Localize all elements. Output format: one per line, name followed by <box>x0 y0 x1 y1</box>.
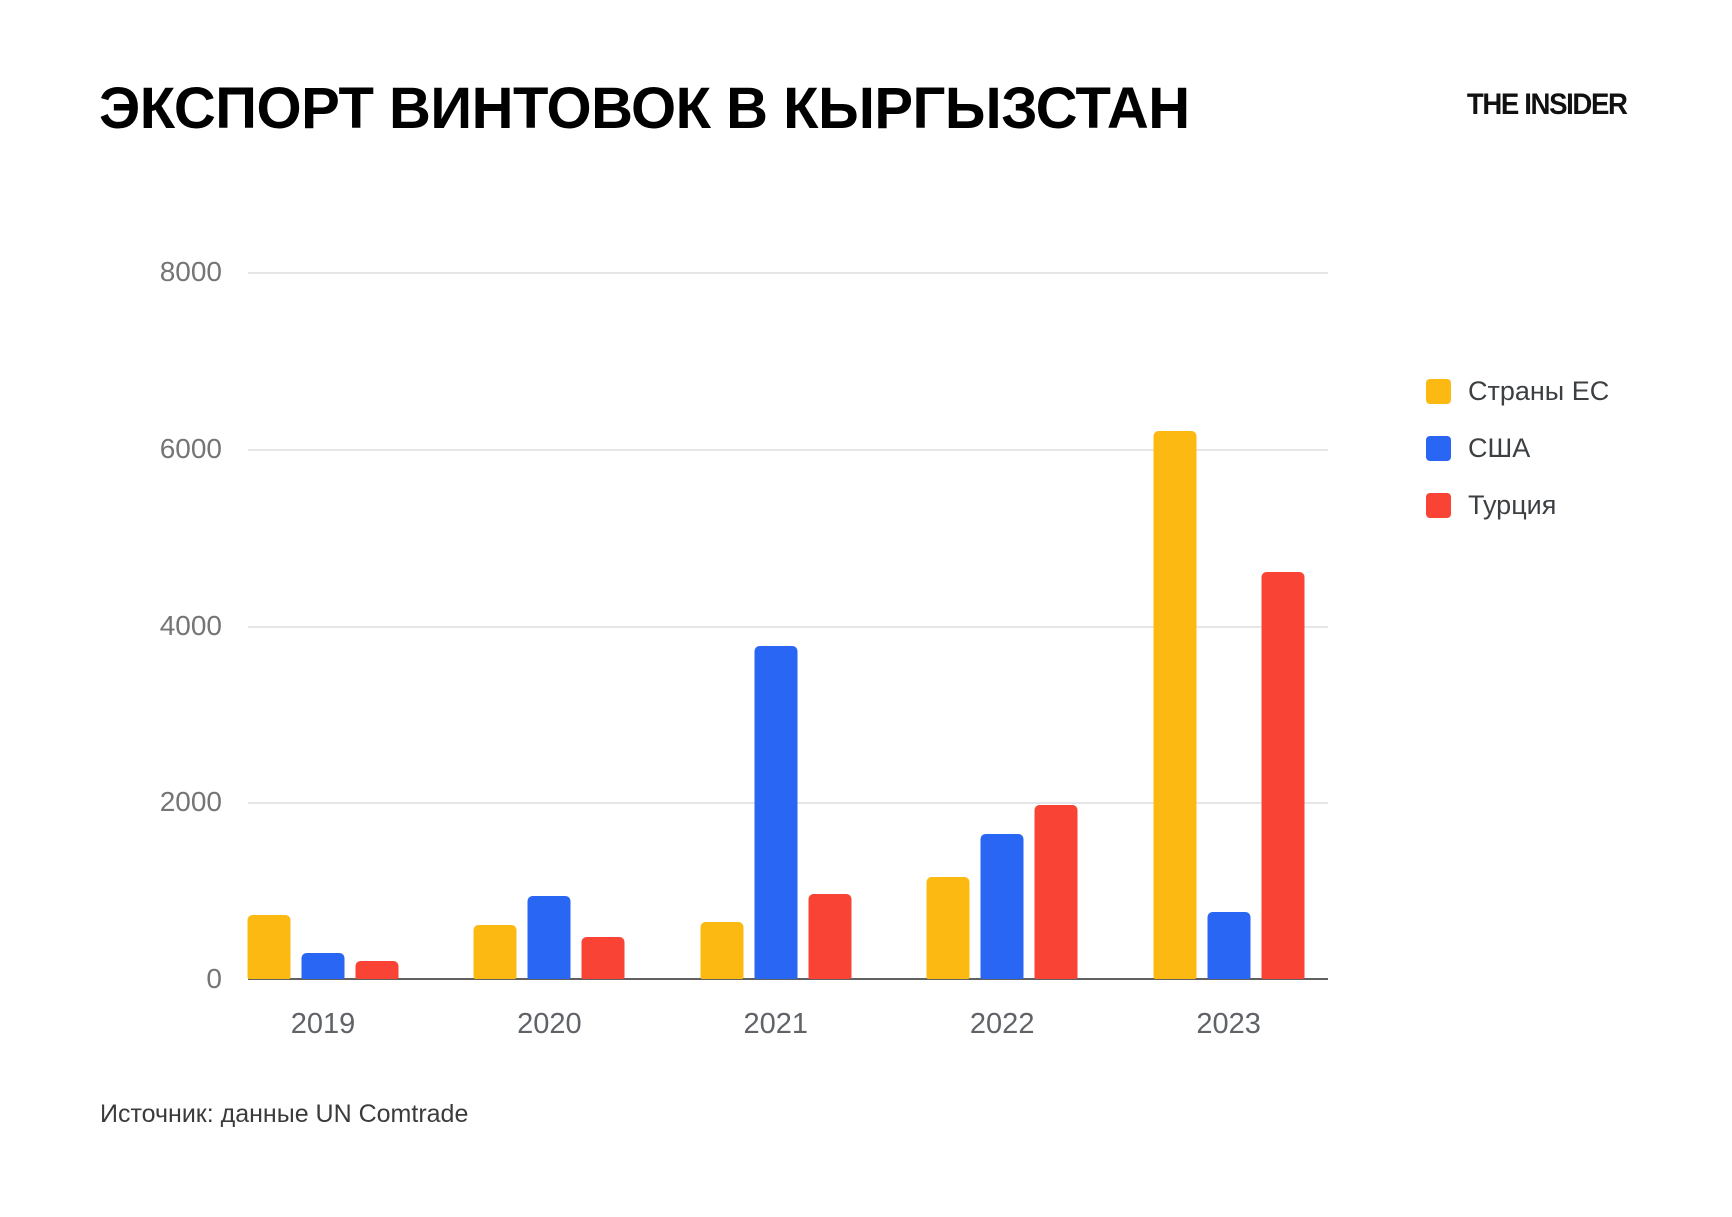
bar-turkey-2023 <box>1261 572 1305 979</box>
legend-item-usa: США <box>1426 433 1609 464</box>
legend-label-turkey: Турция <box>1468 490 1557 520</box>
bar-usa-2022 <box>980 834 1024 979</box>
bar-eu-2023 <box>1153 431 1197 979</box>
bar-usa-2021 <box>754 645 798 979</box>
legend-label-usa: США <box>1468 433 1531 463</box>
y-tick-label-4000: 4000 <box>159 609 222 641</box>
bar-turkey-2019 <box>355 960 399 979</box>
legend-label-eu: Страны ЕС <box>1468 376 1610 406</box>
plot-area <box>247 272 1328 980</box>
bar-eu-2019 <box>247 915 291 979</box>
x-tick-label-2020: 2020 <box>517 1008 582 1040</box>
bar-eu-2020 <box>473 925 517 979</box>
brand-logo: THE INSIDER <box>1467 88 1628 121</box>
y-tick-label-0: 0 <box>206 963 222 994</box>
bar-turkey-2021 <box>808 893 852 979</box>
chart-legend: Страны ЕС США Турция <box>1426 376 1609 547</box>
x-axis-line <box>248 978 1328 980</box>
x-tick-label-2023: 2023 <box>1196 1008 1261 1040</box>
y-tick-label-2000: 2000 <box>159 786 222 818</box>
bar-usa-2020 <box>527 895 571 979</box>
legend-item-turkey: Турция <box>1426 490 1609 521</box>
y-tick-label-6000: 6000 <box>159 432 222 464</box>
legend-item-eu: Страны ЕС <box>1426 376 1609 407</box>
bar-turkey-2020 <box>581 937 625 979</box>
bar-group-2021 <box>700 645 852 979</box>
gridline-8000 <box>248 272 1328 274</box>
x-tick-label-2021: 2021 <box>743 1008 809 1040</box>
bar-group-2019 <box>247 915 399 979</box>
legend-swatch-turkey <box>1426 493 1451 518</box>
bar-group-2023 <box>1153 431 1305 979</box>
bar-turkey-2022 <box>1034 804 1078 979</box>
bar-group-2020 <box>473 895 625 979</box>
gridline-4000 <box>248 625 1328 628</box>
legend-swatch-usa <box>1426 436 1451 461</box>
x-tick-label-2022: 2022 <box>969 1008 1035 1040</box>
x-tick-label-2019: 2019 <box>290 1008 356 1040</box>
bar-usa-2019 <box>301 953 345 979</box>
gridline-6000 <box>248 448 1328 451</box>
page-title: ЭКСПОРТ ВИНТОВОК В КЫРГЫЗСТАН <box>99 76 1190 141</box>
bar-usa-2023 <box>1207 912 1251 979</box>
legend-swatch-eu <box>1426 379 1451 404</box>
bar-eu-2021 <box>700 921 744 979</box>
bar-eu-2022 <box>926 876 970 979</box>
bar-group-2022 <box>926 804 1078 979</box>
source-note: Источник: данные UN Comtrade <box>100 1100 469 1128</box>
y-tick-label-8000: 8000 <box>159 256 222 287</box>
